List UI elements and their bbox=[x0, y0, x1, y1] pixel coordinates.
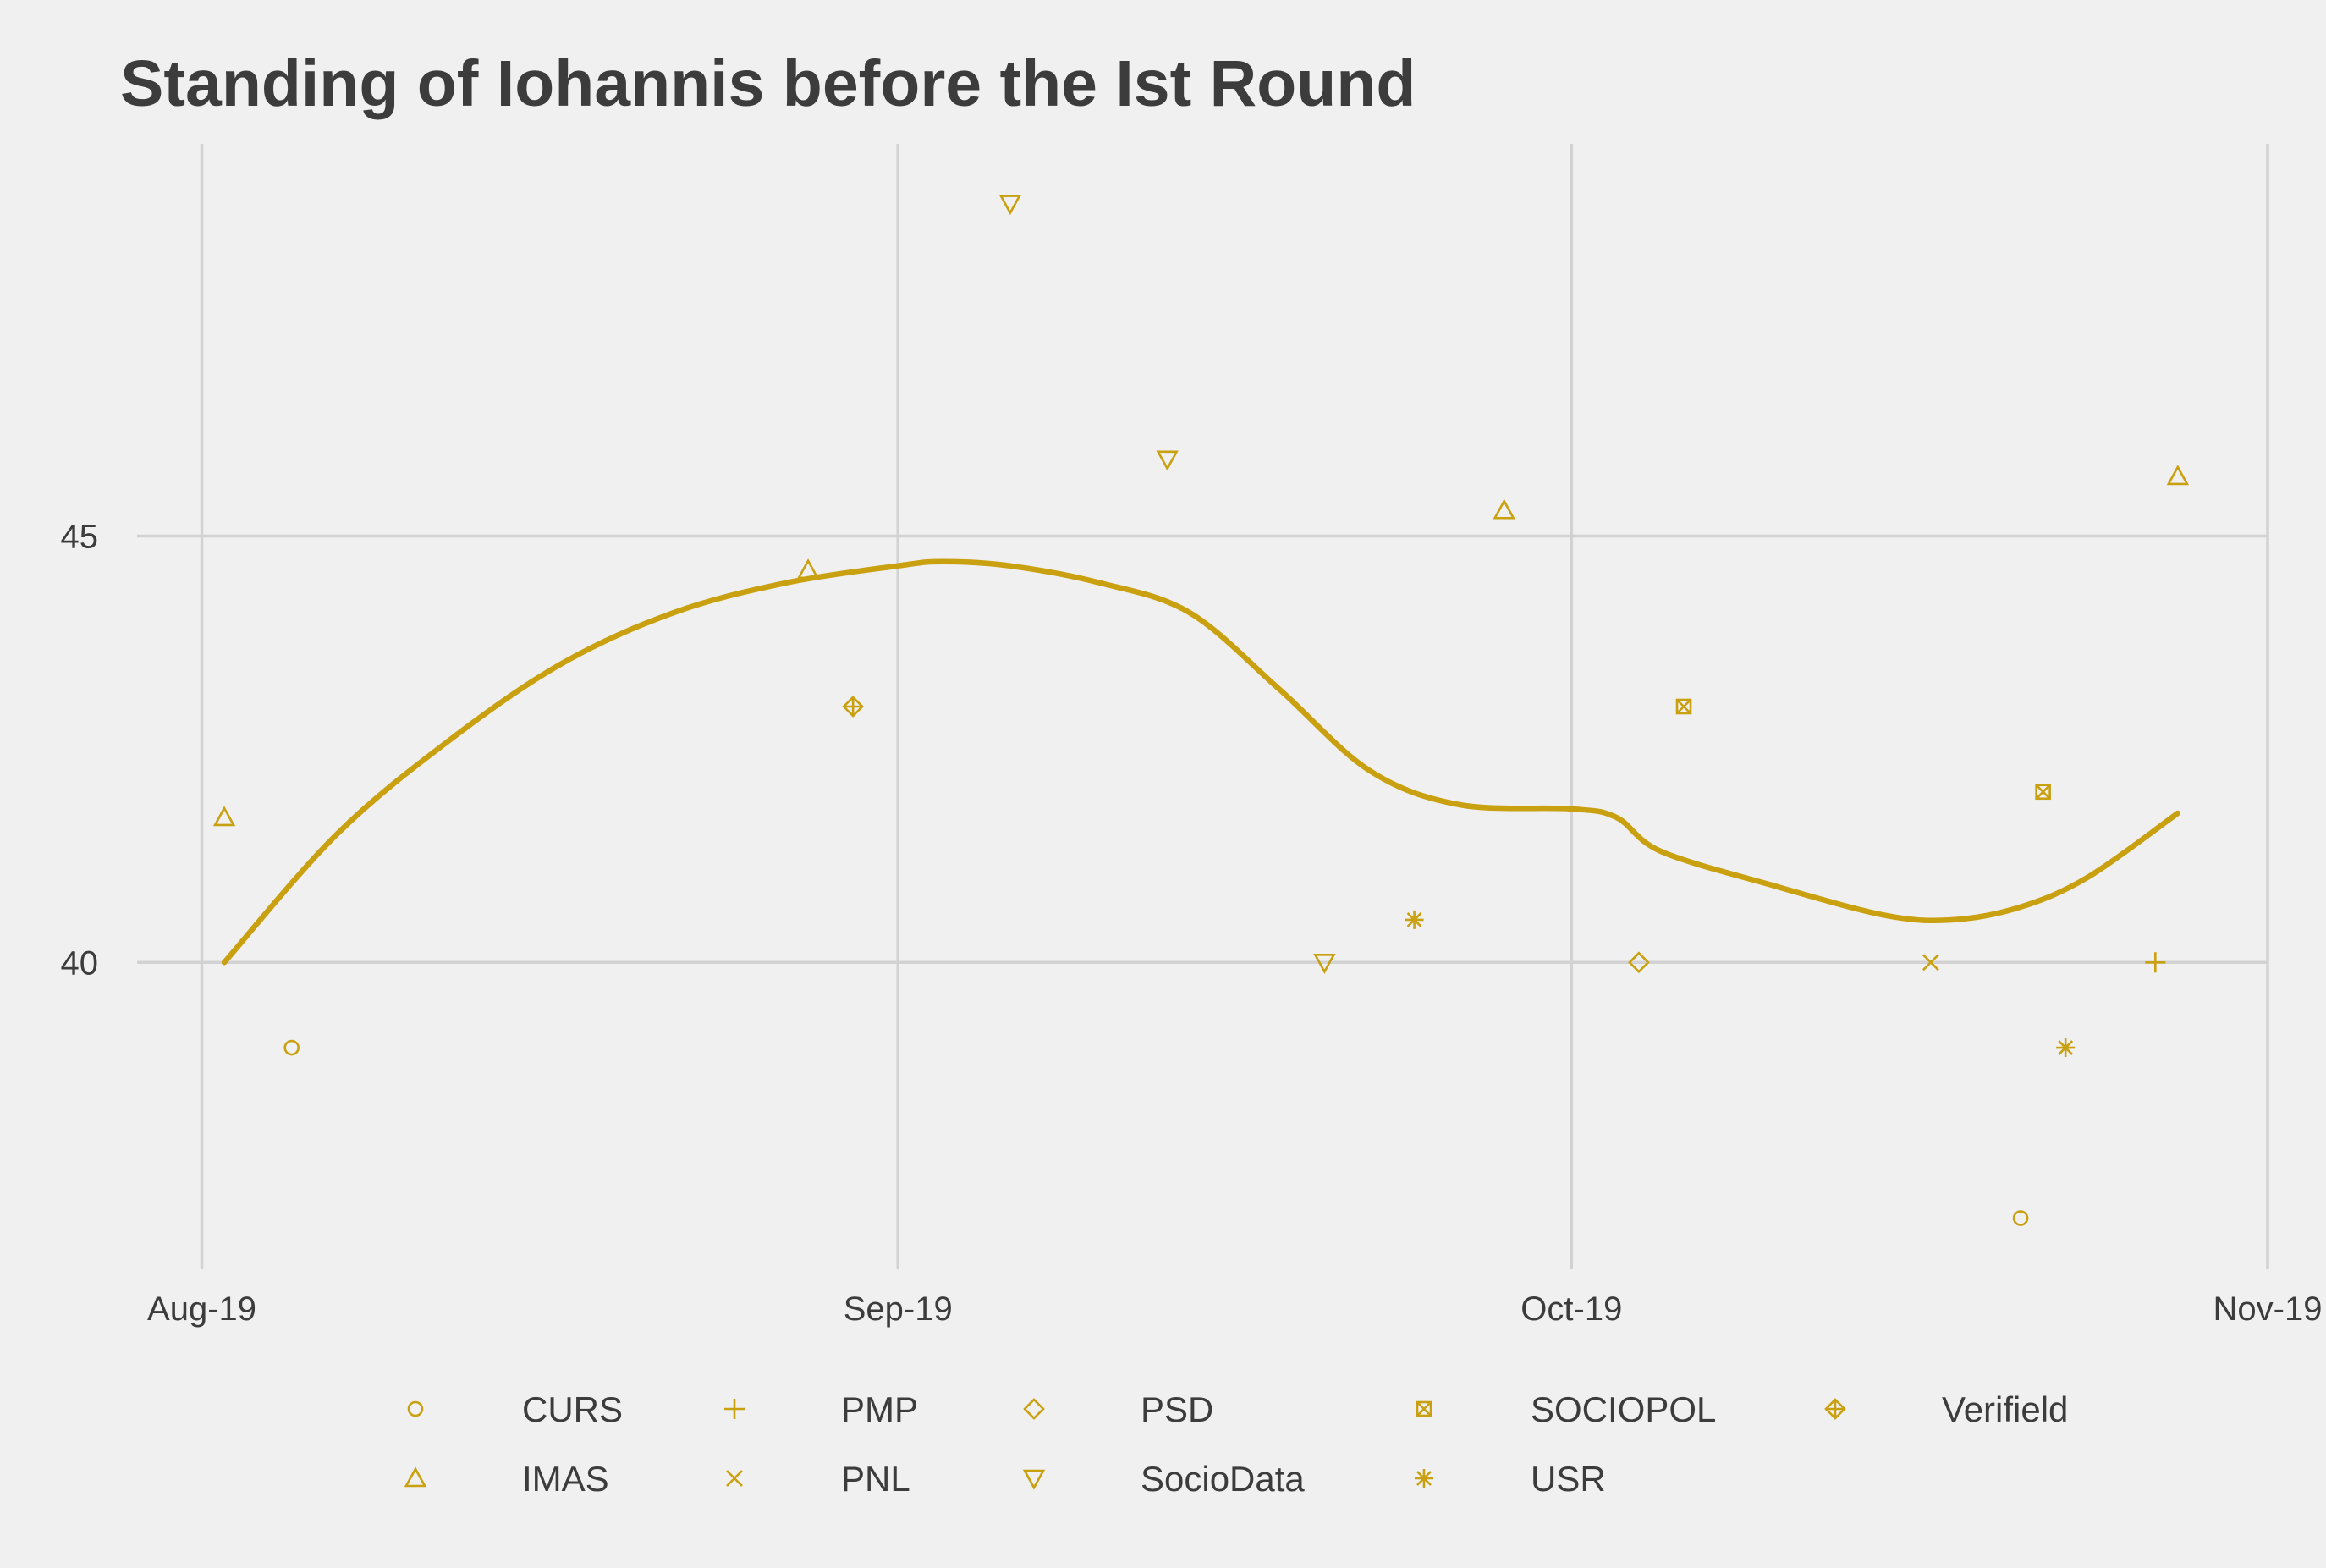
series-verifield bbox=[842, 696, 864, 718]
data-point bbox=[212, 806, 236, 827]
legend-key bbox=[1022, 1469, 1046, 1490]
legend-key bbox=[407, 1400, 424, 1417]
y-tick-label: 40 bbox=[61, 944, 99, 982]
legend-label: CURS bbox=[522, 1389, 623, 1429]
legend-key bbox=[726, 1470, 743, 1487]
legend: CURS PMP PSD SOCIOPOL Verifield IMAS PNL SocioD… bbox=[404, 1389, 2068, 1499]
legend-label: PMP bbox=[841, 1389, 918, 1429]
series-pmp bbox=[2145, 952, 2166, 973]
legend-item-curs: CURS bbox=[407, 1389, 623, 1429]
data-point bbox=[998, 195, 1022, 216]
legend-item-imas: IMAS bbox=[404, 1459, 609, 1499]
y-tick-label: 45 bbox=[61, 518, 99, 555]
legend-item-pmp: PMP bbox=[724, 1389, 918, 1429]
legend-key bbox=[1416, 1400, 1432, 1417]
legend-label: SocioData bbox=[1141, 1459, 1305, 1499]
legend-key bbox=[1824, 1398, 1846, 1420]
x-tick-label: Nov-19 bbox=[2213, 1290, 2323, 1328]
legend-item-sociopol: SOCIOPOL bbox=[1416, 1389, 1716, 1429]
x-tick-label: Sep-19 bbox=[844, 1290, 953, 1328]
data-point bbox=[2145, 952, 2166, 973]
legend-key bbox=[1415, 1469, 1433, 1488]
x-axis-ticks: Aug-19 Sep-19 Oct-19 Nov-19 bbox=[147, 1290, 2322, 1328]
data-point bbox=[1675, 698, 1692, 715]
data-point bbox=[1493, 498, 1515, 520]
series-imas bbox=[212, 465, 2190, 827]
legend-label: USR bbox=[1531, 1459, 1606, 1499]
legend-key bbox=[404, 1466, 427, 1488]
data-point bbox=[283, 1039, 300, 1056]
data-points bbox=[212, 195, 2190, 1226]
legend-item-verifield: Verifield bbox=[1824, 1389, 2068, 1429]
legend-item-pnl: PNL bbox=[726, 1459, 910, 1499]
series-pnl bbox=[1922, 954, 1939, 971]
legend-item-sociodata: SocioData bbox=[1022, 1459, 1305, 1499]
legend-item-psd: PSD bbox=[1023, 1389, 1213, 1429]
data-point bbox=[1922, 954, 1939, 971]
data-point bbox=[2056, 1038, 2076, 1058]
legend-key bbox=[1023, 1398, 1045, 1420]
series-sociopol bbox=[1675, 698, 2051, 801]
legend-item-usr: USR bbox=[1415, 1459, 1606, 1499]
trend-layer bbox=[221, 558, 2181, 966]
data-point bbox=[1156, 450, 1179, 471]
legend-label: PNL bbox=[841, 1459, 910, 1499]
series-psd bbox=[1628, 951, 1650, 974]
legend-label: IMAS bbox=[522, 1459, 609, 1499]
data-point bbox=[2012, 1210, 2029, 1226]
grid-lines bbox=[137, 144, 2269, 1269]
data-point bbox=[1313, 953, 1336, 974]
legend-key bbox=[724, 1399, 745, 1419]
x-tick-label: Aug-19 bbox=[147, 1290, 256, 1328]
legend-label: PSD bbox=[1141, 1389, 1213, 1429]
x-tick-label: Oct-19 bbox=[1520, 1290, 1622, 1328]
legend-label: SOCIOPOL bbox=[1531, 1389, 1716, 1429]
series-curs bbox=[283, 1039, 2029, 1226]
data-point bbox=[1628, 951, 1650, 974]
series-sociodata bbox=[998, 195, 1336, 974]
data-point bbox=[2035, 784, 2051, 801]
data-point bbox=[796, 558, 820, 580]
legend-label: Verifield bbox=[1942, 1389, 2068, 1429]
data-point bbox=[842, 696, 864, 718]
data-point bbox=[1405, 910, 1424, 929]
chart-title: Standing of Iohannis before the Ist Roun… bbox=[120, 47, 1416, 120]
series-usr bbox=[1405, 910, 2076, 1058]
trend-line bbox=[221, 558, 2181, 966]
data-point bbox=[2166, 465, 2190, 486]
y-axis-ticks: 40 45 bbox=[61, 518, 99, 982]
